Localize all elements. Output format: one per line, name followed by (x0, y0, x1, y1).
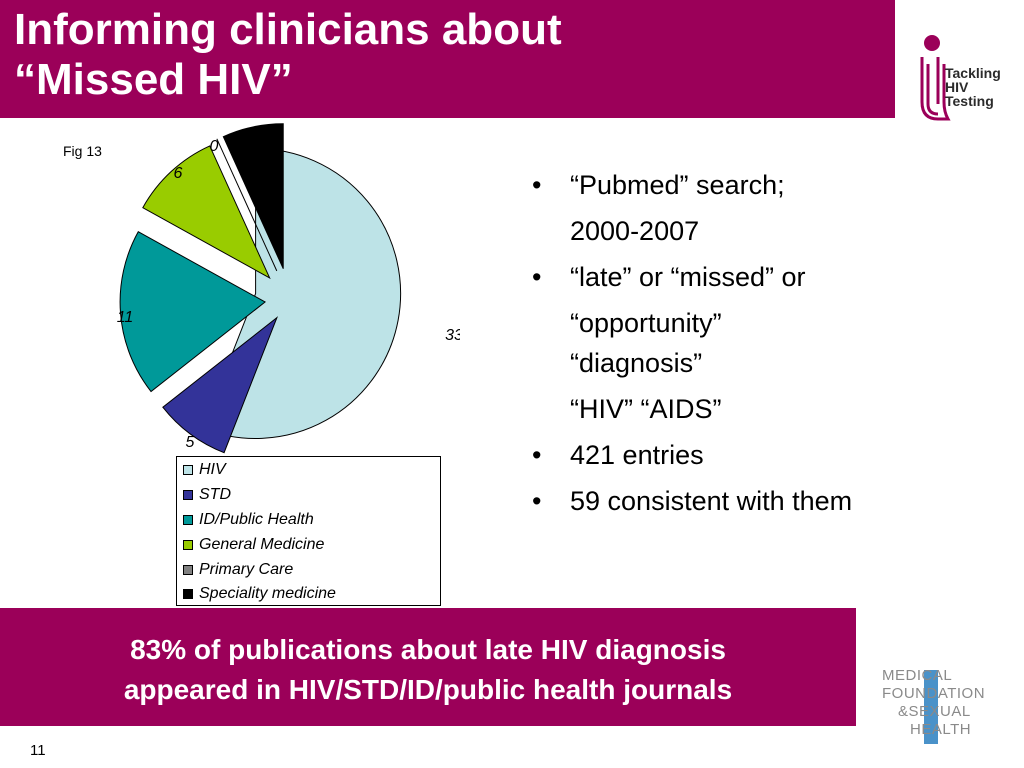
legend-label: ID/Public Health (199, 511, 314, 528)
mf-logo-line-3: &SEXUAL (898, 703, 971, 720)
pie-data-label: 33 (445, 327, 460, 344)
chart-legend: HIV STD ID/Public Health General Medicin… (176, 456, 441, 606)
legend-label: General Medicine (199, 536, 325, 553)
pie-data-label: 0 (210, 138, 219, 155)
conclusion-line-1: 83% of publications about late HIV diagn… (130, 634, 726, 665)
pie-slice (162, 316, 279, 454)
title-banner: Informing clinicians about “Missed HIV” (0, 0, 895, 118)
tackling-hiv-testing-logo-icon (920, 35, 951, 121)
legend-item: Primary Care (183, 559, 293, 581)
legend-label: Speciality medicine (199, 585, 336, 602)
bullet-text: 59 consistent with them (570, 486, 853, 516)
legend-item: General Medicine (183, 534, 324, 556)
mf-logo-line-1: MEDICAL (882, 667, 953, 684)
bullet-marker: • (532, 170, 542, 200)
legend-item: HIV (183, 459, 226, 481)
legend-label: STD (199, 486, 231, 503)
mf-logo-line-4: HEALTH (910, 721, 972, 738)
logo-text-line-1: Tackling (945, 65, 1001, 81)
pie-data-label: 5 (186, 434, 195, 451)
medical-foundation-logo: MEDICAL FOUNDATION &SEXUAL HEALTH (880, 660, 998, 750)
bullet-text: “diagnosis” (570, 348, 703, 378)
conclusion-line-2: appeared in HIV/STD/ID/public health jou… (123, 674, 733, 705)
legend-item: Speciality medicine (183, 583, 336, 605)
bullet-text: 2000-2007 (570, 216, 700, 246)
legend-label: Primary Care (199, 561, 294, 578)
pie-slice (216, 138, 278, 272)
logo-text-line-3: Testing (945, 93, 994, 109)
pie-data-label: 11 (117, 309, 134, 326)
legend-label: HIV (199, 461, 226, 478)
legend-swatch (183, 589, 193, 599)
mf-logo-line-2: FOUNDATION (882, 685, 986, 702)
pie-slice (142, 145, 271, 280)
legend-item: ID/Public Health (183, 509, 314, 531)
legend-swatch (183, 565, 193, 575)
bullet-marker: • (532, 262, 542, 292)
bullet-text: 421 entries (570, 440, 704, 470)
bullet-text: “Pubmed” search; (570, 170, 785, 200)
bullet-text: “opportunity” (570, 308, 722, 338)
pie-slice (222, 123, 284, 269)
legend-swatch (183, 465, 193, 475)
slide-title-line-2: “Missed HIV” (14, 55, 293, 104)
legend-swatch (183, 540, 193, 550)
slide-title-line-1: Informing clinicians about (14, 5, 562, 54)
conclusion-banner: 83% of publications about late HIV diagn… (0, 608, 856, 726)
figure-label: Fig 13 (63, 143, 102, 159)
logo-text-line-2: HIV (945, 79, 969, 95)
mf-logo-bar-icon (924, 670, 938, 744)
bullet-marker: • (532, 440, 542, 470)
slide-number: 11 (30, 742, 46, 759)
legend-swatch (183, 515, 193, 525)
legend-swatch (183, 490, 193, 500)
pie-chart: 33 5 11 6 0 4 (117, 123, 460, 454)
bullet-marker: • (532, 486, 542, 516)
pie-data-label: 4 (244, 127, 253, 144)
pie-slice (119, 231, 266, 393)
legend-item: STD (183, 484, 231, 506)
bullet-text: “late” or “missed” or (570, 262, 806, 292)
bullet-text: “HIV” “AIDS” (570, 394, 722, 424)
pie-data-label: 6 (174, 165, 183, 182)
